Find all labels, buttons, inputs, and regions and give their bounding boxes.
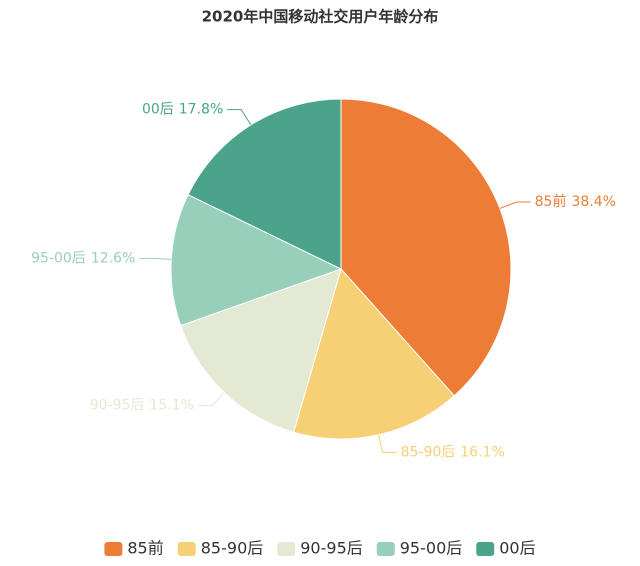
legend-label: 00后 [499, 539, 535, 558]
slice-label-value: 15.1% [149, 398, 193, 414]
leader-line [139, 257, 172, 260]
pie-slice [340, 98, 512, 397]
slice-label-name: 85前 [535, 193, 567, 210]
leader-line [378, 434, 397, 453]
legend-swatch [104, 542, 123, 556]
slice-label: 90-95后 15.1% [90, 398, 194, 414]
legend-label: 90-95后 [300, 539, 363, 558]
slice-label-name: 00后 [142, 102, 174, 118]
pie-slice [292, 267, 455, 440]
pie-slice [180, 268, 342, 433]
slice-label-name: 85-90后 [401, 444, 456, 460]
slice-label-value: 12.6% [91, 250, 135, 266]
slice-label: 95-00后 12.6% [31, 250, 135, 266]
chart-title: 2020年中国移动社交用户年龄分布 [202, 8, 439, 26]
leader-line [499, 201, 531, 209]
slice-label: 00后 17.8% [142, 102, 223, 118]
legend-swatch [476, 542, 495, 556]
slice-label: 85前 38.4% [535, 193, 616, 210]
slice-label-value: 17.8% [179, 102, 223, 118]
legend-swatch [177, 542, 196, 556]
slice-label-value: 16.1% [460, 444, 504, 460]
legend-label: 85前 [127, 539, 163, 558]
legend-label: 95-00后 [400, 539, 463, 558]
leader-line [227, 109, 252, 126]
legend: 85前 85-90后 90-95后 95-00后 00后 [104, 539, 536, 558]
legend-label: 85-90后 [201, 539, 264, 558]
slice-label: 85-90后 16.1% [401, 444, 505, 460]
slice-label-name: 90-95后 [90, 398, 145, 414]
pie-slice [170, 194, 343, 327]
legend-swatch [277, 542, 296, 556]
legend-swatch [376, 542, 395, 556]
leader-line [197, 392, 225, 407]
slice-label-value: 38.4% [571, 194, 615, 210]
slice-label-name: 95-00后 [31, 250, 86, 266]
